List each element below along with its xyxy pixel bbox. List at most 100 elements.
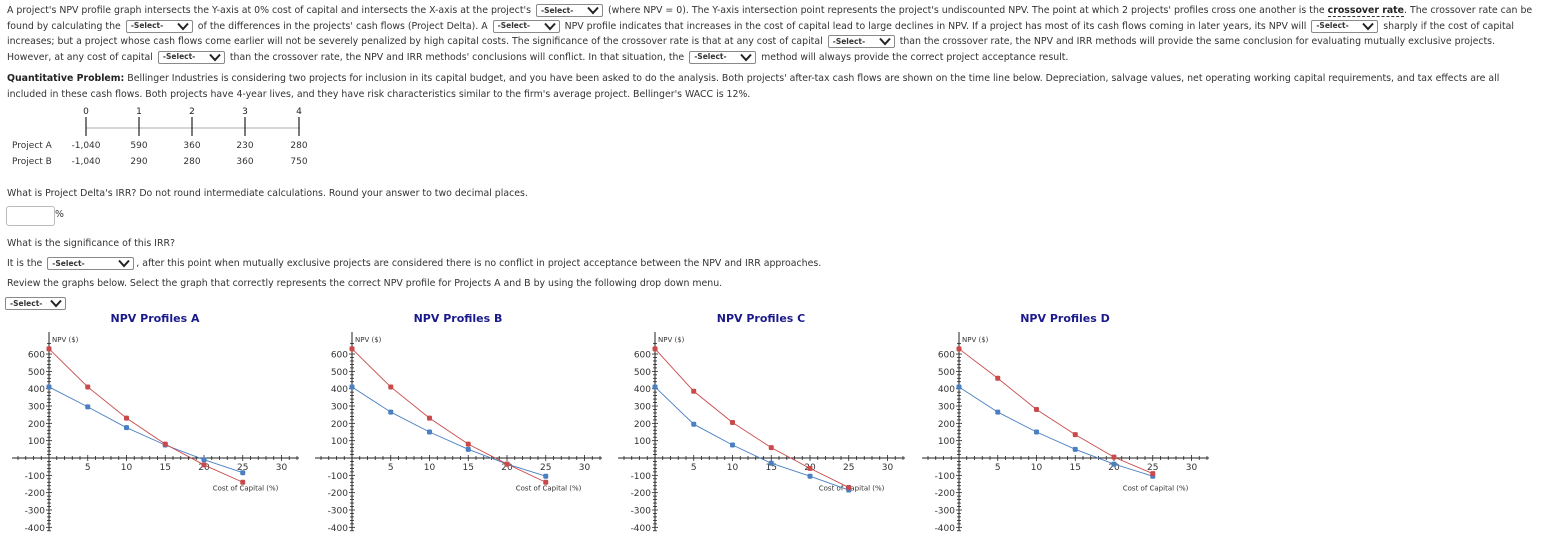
svg-text:-100: -100 bbox=[935, 472, 956, 482]
svg-text:500: 500 bbox=[28, 368, 45, 378]
problem-text: Bellinger Industries is considering two … bbox=[7, 73, 1500, 100]
svg-text:300: 300 bbox=[938, 403, 955, 413]
svg-text:NPV ($): NPV ($) bbox=[962, 336, 989, 344]
svg-text:-200: -200 bbox=[631, 489, 652, 499]
svg-text:-200: -200 bbox=[328, 489, 349, 499]
chevron-down-icon bbox=[878, 37, 891, 46]
svg-text:600: 600 bbox=[28, 351, 45, 361]
significance-select[interactable]: -Select- bbox=[47, 257, 135, 270]
svg-text:15: 15 bbox=[160, 463, 171, 473]
svg-text:30: 30 bbox=[276, 463, 288, 473]
cash-flow-value: -1,040 bbox=[71, 157, 101, 167]
npv-profiles-a-chart: 600 500 400 300 200 100 -100 -200 -300 -400 5 10 15 2… bbox=[0, 310, 305, 552]
svg-text:500: 500 bbox=[331, 368, 348, 378]
svg-text:600: 600 bbox=[938, 351, 955, 361]
svg-text:500: 500 bbox=[938, 368, 955, 378]
cash-flow-value: 360 bbox=[236, 157, 254, 167]
svg-text:400: 400 bbox=[938, 385, 955, 395]
npv-profile-plot: 600 500 400 300 200 100 -100 -200 -300 -400 5 10 15 2… bbox=[922, 332, 1209, 534]
graph-select[interactable]: -Select- bbox=[5, 297, 66, 310]
svg-text:30: 30 bbox=[1186, 463, 1198, 473]
irr-select[interactable]: -Select- bbox=[535, 4, 603, 17]
cost-of-capital-compare-select-2[interactable]: -Select- bbox=[157, 50, 225, 64]
significance-row: It is the -Select-, after this point whe… bbox=[7, 257, 822, 270]
cash-flow-value: 290 bbox=[130, 157, 148, 167]
svg-text:200: 200 bbox=[938, 420, 955, 430]
chevron-down-icon bbox=[50, 299, 62, 308]
chart-title: NPV Profiles D bbox=[1020, 312, 1110, 325]
percent-unit: % bbox=[55, 209, 64, 220]
crossover-rate-term[interactable]: crossover rate bbox=[1327, 5, 1405, 17]
period-label: 3 bbox=[242, 107, 248, 117]
svg-text:100: 100 bbox=[938, 437, 955, 447]
svg-text:15: 15 bbox=[766, 463, 777, 473]
svg-text:-300: -300 bbox=[328, 506, 349, 516]
chevron-down-icon bbox=[543, 22, 556, 30]
calculation-select[interactable]: -Select- bbox=[125, 19, 193, 33]
svg-text:300: 300 bbox=[331, 403, 348, 413]
chevron-down-icon bbox=[118, 259, 131, 268]
chevron-down-icon bbox=[209, 53, 221, 61]
svg-text:Cost of Capital (%): Cost of Capital (%) bbox=[516, 484, 582, 492]
chart-title: NPV Profiles A bbox=[110, 312, 200, 325]
svg-text:10: 10 bbox=[727, 463, 739, 473]
cash-flow-value: 280 bbox=[183, 157, 201, 167]
cash-flow-value: 230 bbox=[236, 141, 254, 151]
intro-paragraph: A project's NPV profile graph intersects… bbox=[7, 4, 1533, 64]
svg-text:100: 100 bbox=[331, 437, 348, 447]
cash-flow-timeline: 0 1 2 3 4 Project A -1,040 590 360 230 2… bbox=[0, 104, 330, 174]
svg-text:200: 200 bbox=[634, 420, 651, 430]
svg-text:-400: -400 bbox=[935, 524, 956, 534]
svg-text:400: 400 bbox=[28, 385, 45, 395]
intro-text: A project's NPV profile graph intersects… bbox=[7, 5, 531, 16]
cash-flow-value: 750 bbox=[290, 157, 308, 167]
svg-text:5: 5 bbox=[995, 463, 1001, 473]
svg-text:-300: -300 bbox=[935, 506, 956, 516]
svg-text:-100: -100 bbox=[328, 472, 349, 482]
npv-profile-plot: 600 500 400 300 200 100 -100 -200 -300 -400 5 10 15 2… bbox=[618, 332, 905, 534]
svg-text:20: 20 bbox=[1108, 463, 1120, 473]
svg-text:5: 5 bbox=[691, 463, 697, 473]
svg-text:100: 100 bbox=[634, 437, 651, 447]
svg-text:20: 20 bbox=[198, 463, 210, 473]
svg-text:-400: -400 bbox=[25, 524, 46, 534]
svg-text:25: 25 bbox=[1147, 463, 1158, 473]
profile-slope-select[interactable]: -Select- bbox=[492, 19, 560, 33]
svg-text:30: 30 bbox=[579, 463, 591, 473]
question-graph-select: Review the graphs below. Select the grap… bbox=[7, 278, 723, 289]
svg-text:Cost of Capital (%): Cost of Capital (%) bbox=[213, 484, 279, 492]
cash-flow-value: 360 bbox=[183, 141, 201, 151]
svg-text:25: 25 bbox=[237, 463, 248, 473]
project-a-label: Project A bbox=[12, 141, 52, 151]
chevron-down-icon bbox=[740, 53, 752, 61]
svg-text:400: 400 bbox=[331, 385, 348, 395]
cost-of-capital-compare-select-1[interactable]: -Select- bbox=[827, 35, 895, 48]
svg-text:NPV ($): NPV ($) bbox=[355, 336, 382, 344]
svg-text:25: 25 bbox=[540, 463, 551, 473]
correct-method-select[interactable]: -Select- bbox=[689, 50, 757, 64]
svg-text:25: 25 bbox=[843, 463, 854, 473]
delta-irr-input[interactable] bbox=[6, 206, 55, 226]
question-delta-irr: What is Project Delta's IRR? Do not roun… bbox=[7, 188, 528, 199]
svg-text:10: 10 bbox=[121, 463, 133, 473]
chart-title: NPV Profiles C bbox=[716, 312, 806, 325]
chevron-down-icon bbox=[1362, 22, 1375, 30]
svg-text:10: 10 bbox=[424, 463, 436, 473]
svg-text:15: 15 bbox=[463, 463, 474, 473]
svg-text:600: 600 bbox=[634, 351, 651, 361]
svg-text:30: 30 bbox=[882, 463, 894, 473]
svg-text:300: 300 bbox=[28, 403, 45, 413]
svg-text:NPV ($): NPV ($) bbox=[658, 336, 685, 344]
npv-change-select[interactable]: -Select- bbox=[1311, 19, 1379, 33]
svg-text:-400: -400 bbox=[631, 524, 652, 534]
svg-text:-100: -100 bbox=[631, 472, 652, 482]
svg-text:-200: -200 bbox=[25, 489, 46, 499]
svg-text:Cost of Capital (%): Cost of Capital (%) bbox=[1123, 484, 1189, 492]
problem-paragraph: Quantitative Problem: Bellinger Industri… bbox=[7, 71, 1537, 103]
svg-text:500: 500 bbox=[634, 368, 651, 378]
svg-text:5: 5 bbox=[85, 463, 91, 473]
svg-text:15: 15 bbox=[1070, 463, 1081, 473]
cash-flow-value: 280 bbox=[290, 141, 308, 151]
svg-text:300: 300 bbox=[634, 403, 651, 413]
svg-text:-200: -200 bbox=[935, 489, 956, 499]
